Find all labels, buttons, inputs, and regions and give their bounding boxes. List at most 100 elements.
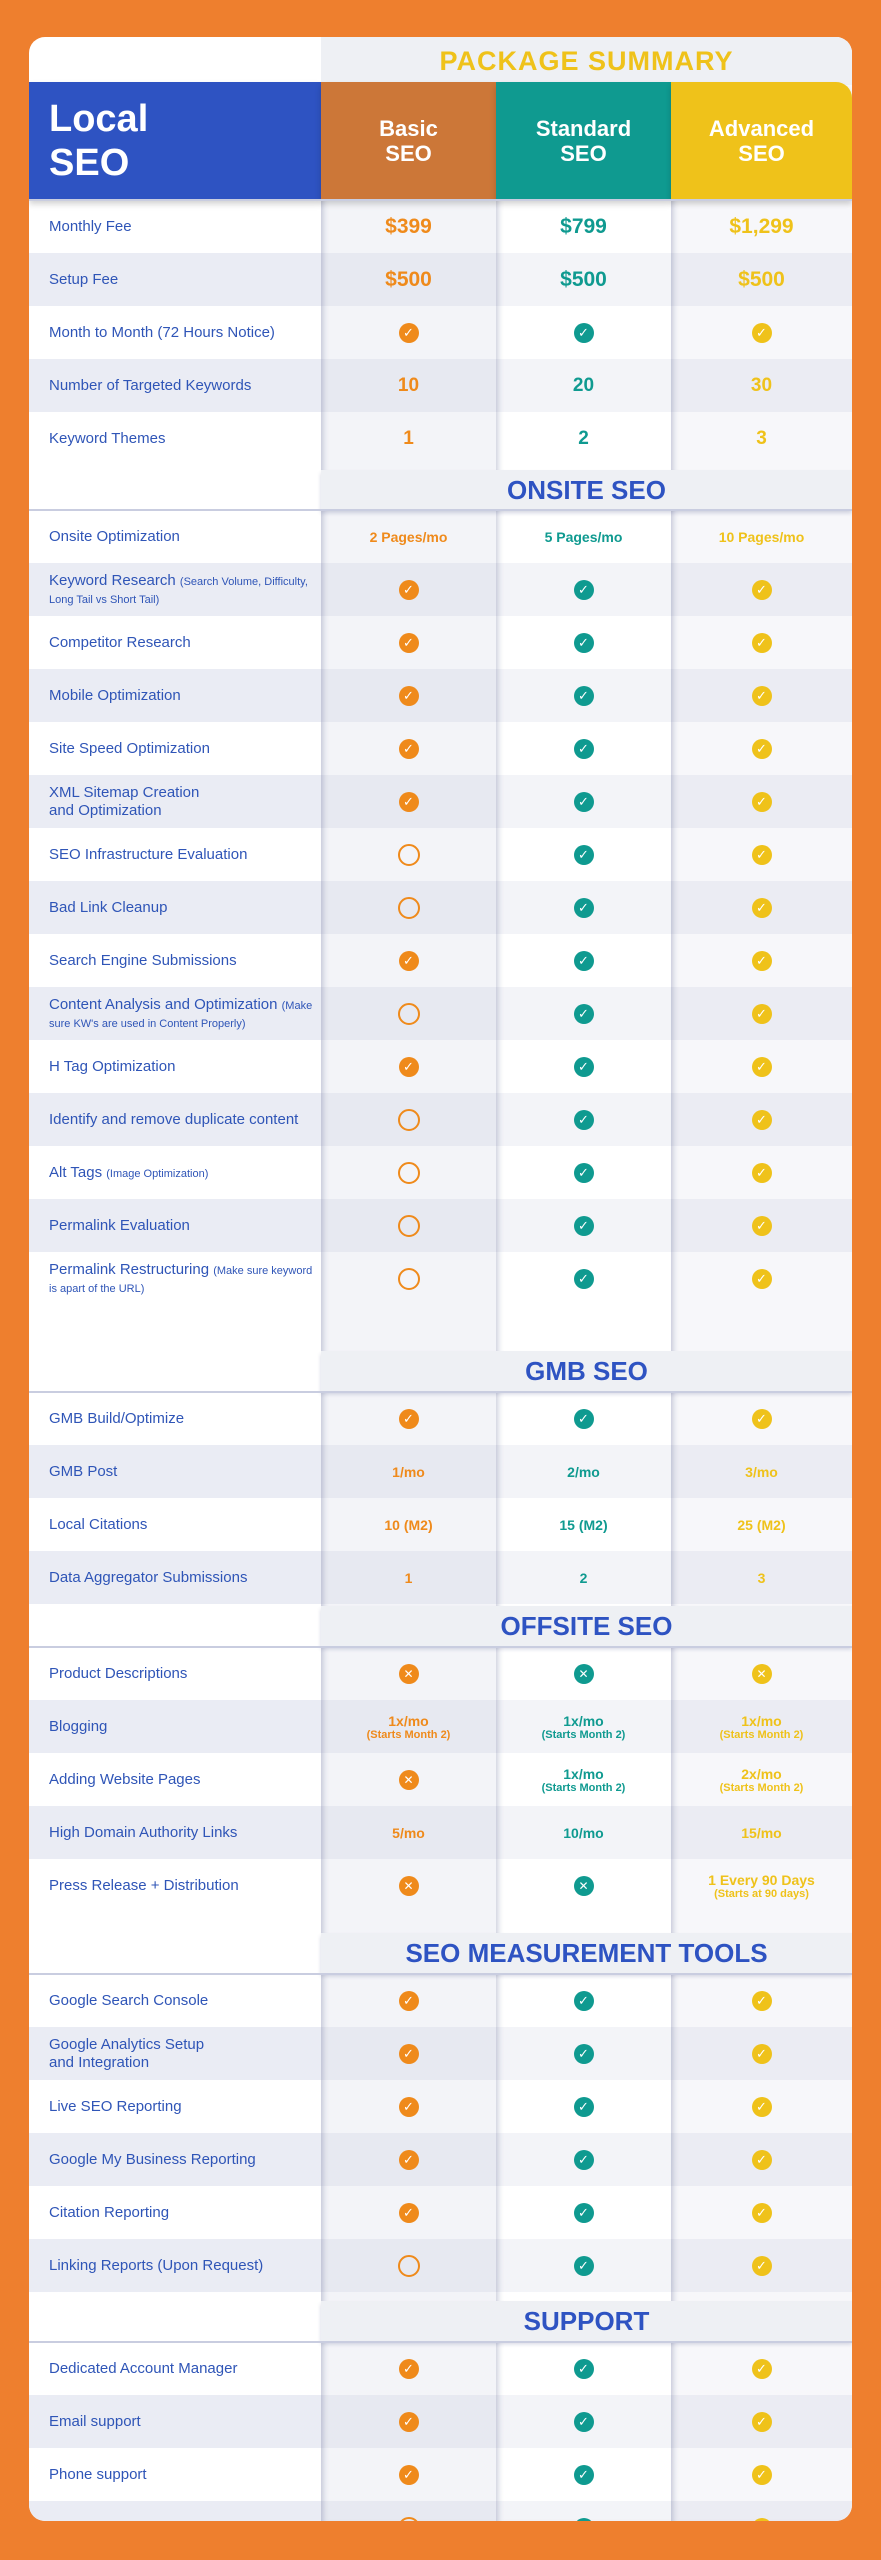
row-label: Live SEO Reporting [29, 2080, 321, 2133]
standard-cell: ✓ [496, 1252, 671, 1305]
basic-cell [321, 828, 496, 881]
row-label-text: Local Citations [49, 1516, 317, 1534]
row-label-main: SMS Support [49, 2519, 138, 2522]
basic-cell [321, 1093, 496, 1146]
row-label-main: Google My Business Reporting [49, 2150, 256, 2168]
table-row: GMB Build/Optimize ✓ ✓ ✓ [29, 1392, 852, 1445]
check-icon: ✓ [398, 2358, 419, 2379]
table-row: Competitor Research ✓ ✓ ✓ [29, 616, 852, 669]
table-row: GMB Post 1/mo 2/mo 3/mo [29, 1445, 852, 1498]
row-label-main: Month to Month (72 Hours Notice) [49, 323, 275, 341]
row-label-main: Mobile Optimization [49, 686, 181, 704]
basic-cell: $399 [321, 200, 496, 253]
basic-cell: ✓ [321, 722, 496, 775]
table-row: Mobile Optimization ✓ ✓ ✓ [29, 669, 852, 722]
row-label: Month to Month (72 Hours Notice) [29, 306, 321, 359]
table-row: SEO Infrastructure Evaluation ✓ ✓ [29, 828, 852, 881]
advanced-cell: ✓ [671, 881, 852, 934]
table-row: Onsite Optimization 2 Pages/mo 5 Pages/mo 1… [29, 510, 852, 563]
row-label-text: Mobile Optimization [49, 687, 317, 705]
check-icon: ✓ [751, 1056, 772, 1077]
advanced-cell: ✓ [671, 775, 852, 828]
check-icon: ✓ [751, 2149, 772, 2170]
row-label-main: Monthly Fee [49, 217, 132, 235]
cell-value: 10 [397, 374, 420, 396]
basic-cell [321, 1146, 496, 1199]
standard-cell: ✕ [496, 1647, 671, 1700]
advanced-cell: 3 [671, 412, 852, 465]
table-row: Google Analytics Setup and Integration ✓ ✓ ✓ [29, 2027, 852, 2080]
table-row: Keyword Themes 1 2 3 [29, 412, 852, 465]
check-icon: ✓ [573, 1990, 594, 2011]
row-label-text: Product Descriptions [49, 1665, 317, 1683]
check-icon: ✓ [751, 791, 772, 812]
check-icon: ✓ [751, 2358, 772, 2379]
standard-cell: ✓ [496, 616, 671, 669]
basic-cell: ✓ [321, 669, 496, 722]
table-row: Search Engine Submissions ✓ ✓ ✓ [29, 934, 852, 987]
standard-cell: ✓ [496, 1146, 671, 1199]
check-icon: ✓ [398, 1408, 419, 1429]
row-label-main: Number of Targeted Keywords [49, 376, 252, 394]
row-label: Google My Business Reporting [29, 2133, 321, 2186]
row-label-text: Permalink Restructuring (Make sure keywo… [49, 1261, 317, 1297]
cell-value: 1 [403, 427, 414, 449]
check-icon: ✓ [751, 2517, 772, 2521]
cross-icon: ✕ [398, 1875, 419, 1896]
check-icon: ✓ [751, 1162, 772, 1183]
basic-cell: ✓ [321, 1392, 496, 1445]
advanced-cell: ✓ [671, 2027, 852, 2080]
basic-cell: 10 [321, 359, 496, 412]
basic-cell: ✓ [321, 2186, 496, 2239]
advanced-cell: ✓ [671, 306, 852, 359]
row-label: SEO Infrastructure Evaluation [29, 828, 321, 881]
advanced-cell: ✓ [671, 722, 852, 775]
section-divider [29, 1391, 852, 1393]
row-label: Keyword Research (Search Volume, Difficu… [29, 563, 321, 616]
cell-value: 1 [404, 1569, 413, 1586]
check-icon: ✓ [573, 1109, 594, 1130]
standard-cell: 20 [496, 359, 671, 412]
standard-cell: 2 [496, 412, 671, 465]
standard-cell: 1x/mo (Starts Month 2) [496, 1700, 671, 1753]
cell-value: 2 [578, 427, 589, 449]
standard-cell: ✓ [496, 2080, 671, 2133]
standard-seo-header: Standard SEO [496, 82, 671, 200]
section-header-2: GMB SEO [321, 1351, 852, 1391]
check-icon: ✓ [398, 2096, 419, 2117]
row-label-text: Google Analytics Setup [49, 2036, 317, 2054]
basic-cell: 1/mo [321, 1445, 496, 1498]
row-label: Linking Reports (Upon Request) [29, 2239, 321, 2292]
advanced-cell: $1,299 [671, 200, 852, 253]
standard-cell: 1x/mo (Starts Month 2) [496, 1753, 671, 1806]
row-label-main: Keyword Themes [49, 429, 166, 447]
check-icon: ✓ [573, 950, 594, 971]
check-icon: ✓ [398, 685, 419, 706]
row-label: Keyword Themes [29, 412, 321, 465]
standard-cell: 2 [496, 1551, 671, 1604]
standard-cell: 2/mo [496, 1445, 671, 1498]
row-label-main: Search Engine Submissions [49, 951, 237, 969]
standard-cell: ✓ [496, 306, 671, 359]
check-icon: ✓ [573, 738, 594, 759]
table-row: Phone support ✓ ✓ ✓ [29, 2448, 852, 2501]
empty-circle-icon [397, 896, 420, 919]
row-label: Permalink Restructuring (Make sure keywo… [29, 1252, 321, 1305]
table-row: Dedicated Account Manager ✓ ✓ ✓ [29, 2342, 852, 2395]
table-row: Data Aggregator Submissions 1 2 3 [29, 1551, 852, 1604]
row-label-main: Google Search Console [49, 1991, 209, 2009]
check-icon: ✓ [398, 1056, 419, 1077]
row-label-main: Bad Link Cleanup [49, 898, 168, 916]
row-label-text: Keyword Themes [49, 430, 317, 448]
check-icon: ✓ [751, 1215, 772, 1236]
check-icon: ✓ [573, 2043, 594, 2064]
cell-subtext: (Starts Month 2) [719, 1781, 804, 1794]
standard-cell: ✓ [496, 563, 671, 616]
basic-cell: ✓ [321, 563, 496, 616]
section-header-1: ONSITE SEO [321, 470, 852, 510]
row-label-text: Onsite Optimization [49, 528, 317, 546]
advanced-seo-header: Advanced SEO [671, 82, 852, 200]
row-label-main: Site Speed Optimization [49, 739, 210, 757]
check-icon: ✓ [751, 897, 772, 918]
row-label-text: Email support [49, 2413, 317, 2431]
